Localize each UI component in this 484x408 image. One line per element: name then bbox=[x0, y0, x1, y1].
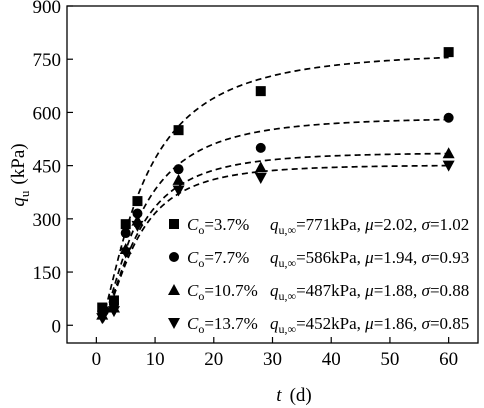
data-point-circle bbox=[120, 228, 131, 239]
data-point-square bbox=[255, 86, 266, 97]
data-point-circle bbox=[173, 164, 184, 175]
data-point-square bbox=[443, 47, 454, 58]
x-tick-label: 30 bbox=[263, 349, 282, 370]
data-point-triangle-down bbox=[119, 247, 132, 259]
data-point-square bbox=[120, 219, 131, 230]
x-axis-label: t (d) bbox=[276, 385, 311, 406]
legend-entry: Co=10.7% qu,∞=487kPa, μ=1.88, σ=0.88 bbox=[187, 281, 469, 303]
legend-entry: Co=3.7% qu,∞=771kPa, μ=2.02, σ=1.02 bbox=[187, 215, 469, 237]
data-point-square bbox=[173, 125, 184, 136]
legend-marker-square bbox=[169, 219, 179, 229]
legend: Co=3.7% qu,∞=771kPa, μ=2.02, σ=1.02 Co=7.7… bbox=[168, 215, 469, 336]
y-axis: 0 150 300 450 600 750 900 bbox=[33, 0, 73, 337]
data-point-circle bbox=[132, 208, 143, 219]
y-tick-label: 450 bbox=[33, 157, 62, 178]
y-tick-label: 900 bbox=[33, 0, 62, 18]
fit-curve-1 bbox=[101, 56, 449, 320]
x-tick-label: 0 bbox=[92, 349, 102, 370]
data-point-triangle-down bbox=[107, 306, 120, 318]
fit-curve-2 bbox=[101, 118, 449, 322]
legend-entry: Co=7.7% qu,∞=586kPa, μ=1.94, σ=0.93 bbox=[187, 248, 469, 270]
data-point-triangle-up bbox=[442, 147, 455, 159]
legend-marker-triangle-up bbox=[168, 284, 180, 295]
y-axis-label: qu(kPa) bbox=[8, 143, 32, 206]
data-point-triangle-down bbox=[96, 313, 109, 325]
data-point-circle bbox=[255, 142, 266, 153]
x-axis: 0 10 20 30 40 50 60 bbox=[92, 337, 458, 370]
data-point-triangle-up bbox=[254, 161, 267, 173]
legend-marker-triangle-down bbox=[168, 318, 180, 329]
data-point-triangle-down bbox=[131, 220, 144, 232]
x-tick-label: 50 bbox=[380, 349, 399, 370]
y-tick-label: 300 bbox=[33, 210, 62, 231]
data-point-triangle-up bbox=[172, 173, 185, 185]
data-point-triangle-down bbox=[254, 173, 267, 185]
data-point-triangle-down bbox=[172, 185, 185, 197]
y-tick-label: 150 bbox=[33, 263, 62, 284]
legend-marker-circle bbox=[169, 252, 179, 262]
data-point-circle bbox=[443, 112, 454, 123]
legend-entry: Co=13.7% qu,∞=452kPa, μ=1.86, σ=0.85 bbox=[187, 314, 469, 336]
fit-curves bbox=[101, 56, 449, 324]
x-tick-label: 40 bbox=[322, 349, 341, 370]
x-tick-label: 20 bbox=[204, 349, 223, 370]
x-tick-label: 60 bbox=[439, 349, 458, 370]
fit-curve-4 bbox=[101, 164, 449, 324]
y-tick-label: 750 bbox=[33, 50, 62, 71]
y-tick-label: 600 bbox=[33, 103, 62, 124]
fit-curve-3 bbox=[101, 152, 449, 323]
y-tick-label: 0 bbox=[52, 316, 62, 337]
data-point-square bbox=[132, 196, 143, 207]
x-tick-label: 10 bbox=[146, 349, 165, 370]
data-markers bbox=[96, 47, 455, 325]
data-point-triangle-down bbox=[442, 160, 455, 172]
